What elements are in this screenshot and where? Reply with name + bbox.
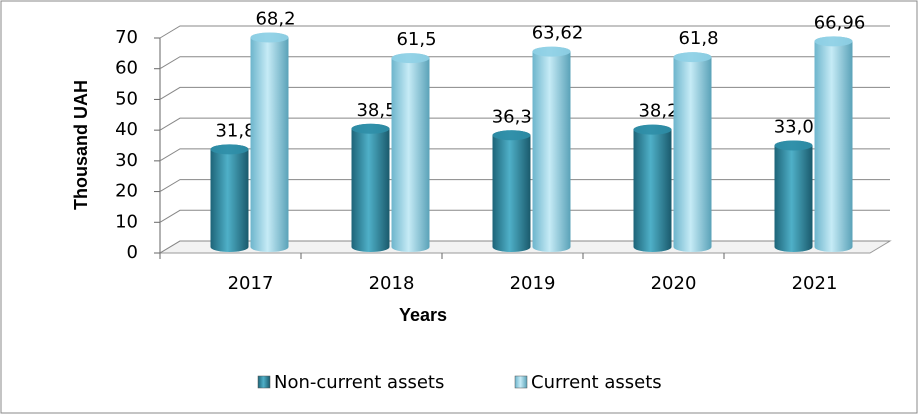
data-label: 38,2 bbox=[638, 101, 678, 122]
bar-cap bbox=[250, 32, 289, 43]
bar bbox=[351, 123, 390, 252]
data-label: 61,8 bbox=[678, 28, 718, 49]
legend-label: Non-current assets bbox=[274, 372, 444, 393]
x-tick-label: 2021 bbox=[792, 273, 838, 294]
grid-line bbox=[159, 86, 890, 100]
legend-marker bbox=[257, 375, 271, 389]
bar-cap bbox=[391, 53, 430, 64]
x-tick-label: 2017 bbox=[228, 273, 274, 294]
data-label: 66,96 bbox=[814, 12, 866, 33]
y-tick-label: 30 bbox=[115, 150, 138, 171]
data-label: 33,04 bbox=[774, 117, 826, 138]
x-tick-label: 2018 bbox=[369, 273, 415, 294]
data-label: 36,38 bbox=[492, 106, 544, 127]
y-tick-label: 40 bbox=[115, 119, 138, 140]
data-label: 38,5 bbox=[356, 100, 396, 121]
bar-cap bbox=[673, 52, 712, 63]
y-tick-label: 50 bbox=[115, 88, 138, 109]
data-label: 63,62 bbox=[532, 23, 584, 44]
bar bbox=[774, 140, 813, 252]
bar-cap bbox=[492, 130, 531, 141]
data-label: 68,2 bbox=[255, 9, 295, 30]
x-axis-title: Years bbox=[399, 305, 447, 325]
bar-cap bbox=[633, 124, 672, 135]
bar-cap bbox=[210, 144, 249, 155]
bar-cap bbox=[532, 46, 571, 57]
legend-marker bbox=[514, 375, 528, 389]
legend-label: Current assets bbox=[531, 372, 662, 393]
bar bbox=[814, 36, 853, 252]
bar-cap bbox=[814, 36, 853, 47]
x-tick-label: 2020 bbox=[651, 273, 697, 294]
bar bbox=[633, 124, 672, 252]
data-label: 31,8 bbox=[215, 120, 255, 141]
y-tick-label: 60 bbox=[115, 58, 138, 79]
data-label: 61,5 bbox=[396, 29, 436, 50]
bar-cap bbox=[774, 140, 813, 151]
y-tick-label: 70 bbox=[115, 27, 138, 48]
grid-line bbox=[159, 25, 890, 39]
bar bbox=[250, 32, 289, 253]
y-tick-label: 0 bbox=[127, 242, 138, 263]
x-tick-label: 2019 bbox=[510, 273, 556, 294]
bar bbox=[391, 53, 430, 252]
grid-line bbox=[159, 117, 890, 131]
bar bbox=[210, 144, 249, 252]
bar bbox=[673, 52, 712, 252]
bar bbox=[532, 46, 571, 252]
bar-cap bbox=[351, 123, 390, 134]
grid-line bbox=[159, 56, 890, 70]
y-tick-label: 10 bbox=[115, 211, 138, 232]
y-axis-title: Thousand UAH bbox=[71, 80, 91, 210]
y-tick-label: 20 bbox=[115, 181, 138, 202]
bar bbox=[492, 130, 531, 252]
